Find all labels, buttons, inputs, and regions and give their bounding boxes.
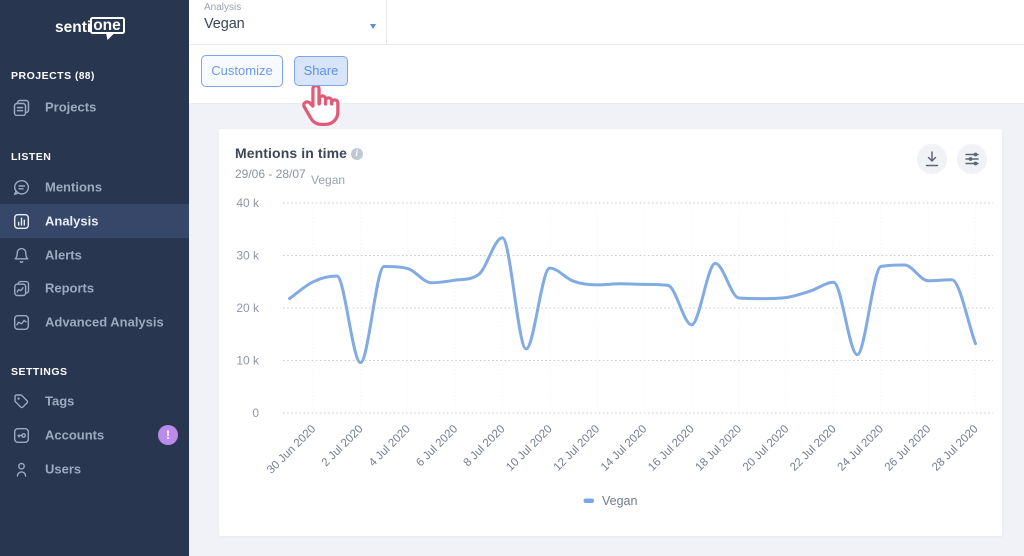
svg-text:16 Jul 2020: 16 Jul 2020: [646, 423, 697, 474]
svg-text:24 Jul 2020: 24 Jul 2020: [835, 423, 886, 474]
svg-text:26 Jul 2020: 26 Jul 2020: [883, 423, 934, 474]
svg-text:8 Jul 2020: 8 Jul 2020: [462, 423, 508, 469]
svg-text:Vegan: Vegan: [602, 494, 638, 508]
svg-text:20 k: 20 k: [236, 301, 260, 315]
svg-text:14 Jul 2020: 14 Jul 2020: [599, 423, 650, 474]
svg-text:20 Jul 2020: 20 Jul 2020: [741, 423, 792, 474]
svg-text:4 Jul 2020: 4 Jul 2020: [367, 423, 413, 469]
svg-text:40 k: 40 k: [236, 196, 260, 210]
svg-text:18 Jul 2020: 18 Jul 2020: [693, 423, 744, 474]
svg-text:2 Jul 2020: 2 Jul 2020: [320, 423, 366, 469]
svg-text:30 Jun 2020: 30 Jun 2020: [265, 423, 318, 476]
svg-text:30 k: 30 k: [236, 249, 260, 263]
svg-text:0: 0: [252, 406, 259, 420]
svg-text:12 Jul 2020: 12 Jul 2020: [552, 423, 603, 474]
svg-text:10 k: 10 k: [236, 354, 260, 368]
svg-text:28 Jul 2020: 28 Jul 2020: [930, 423, 981, 474]
svg-text:10 Jul 2020: 10 Jul 2020: [504, 423, 555, 474]
svg-text:6 Jul 2020: 6 Jul 2020: [414, 423, 460, 469]
svg-text:22 Jul 2020: 22 Jul 2020: [788, 423, 839, 474]
